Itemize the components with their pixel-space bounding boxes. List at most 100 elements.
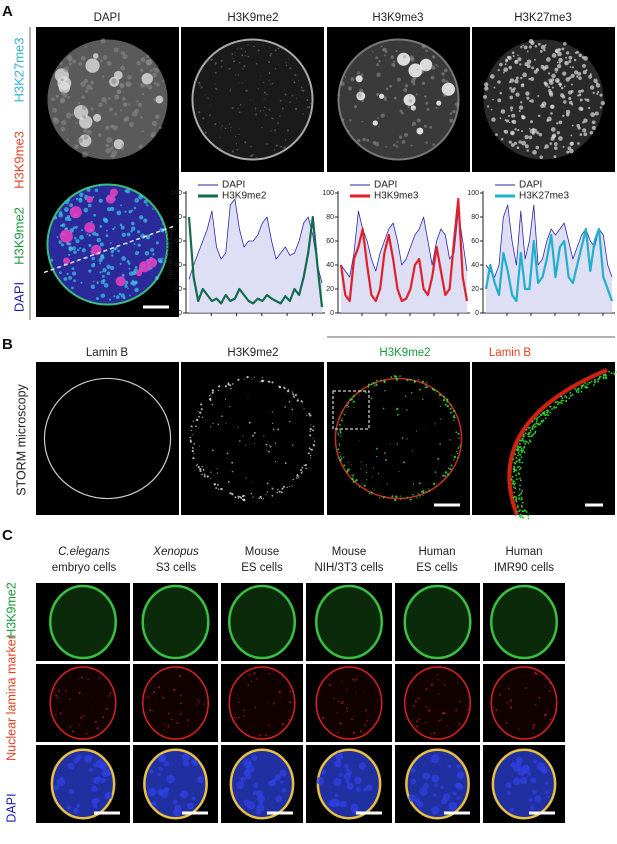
speckle xyxy=(209,114,211,117)
speckle xyxy=(61,119,67,126)
speckle xyxy=(277,122,279,124)
speckle xyxy=(360,461,362,463)
speckle xyxy=(433,482,436,486)
line xyxy=(339,197,469,303)
speckle xyxy=(274,774,281,781)
speckle xyxy=(425,688,428,691)
speckle xyxy=(242,68,244,70)
speckle xyxy=(292,393,295,396)
speckle xyxy=(510,106,514,110)
speckle xyxy=(280,780,284,784)
speckle xyxy=(414,700,417,703)
legend-label: DAPI xyxy=(222,180,245,191)
speckle xyxy=(518,461,521,463)
speckle xyxy=(449,411,452,414)
speckle xyxy=(238,47,239,49)
speckle xyxy=(274,442,277,444)
speckle xyxy=(535,422,538,424)
speckle xyxy=(265,93,267,95)
speckle xyxy=(516,478,518,481)
speckle xyxy=(594,111,599,116)
speckle xyxy=(521,516,524,518)
speckle xyxy=(253,45,255,48)
speckle xyxy=(82,714,85,717)
speckle xyxy=(532,732,534,735)
speckle xyxy=(212,422,214,425)
speckle xyxy=(579,98,583,102)
speckle xyxy=(425,386,428,389)
speckle xyxy=(73,279,76,282)
speckle xyxy=(510,807,514,812)
speckle xyxy=(88,269,92,273)
speckle xyxy=(84,45,87,49)
speckle xyxy=(333,777,342,786)
speckle xyxy=(553,155,557,159)
speckle xyxy=(442,474,445,477)
speckle xyxy=(520,46,523,49)
speckle xyxy=(340,702,343,705)
speckle xyxy=(555,406,558,409)
speckle xyxy=(78,61,83,66)
speckle xyxy=(152,67,156,71)
speckle xyxy=(100,59,103,63)
speckle xyxy=(568,55,573,60)
speckle xyxy=(382,407,385,410)
micrograph xyxy=(483,745,565,823)
speckle xyxy=(176,721,178,724)
speckle xyxy=(284,387,286,390)
speckle xyxy=(129,121,134,127)
speckle xyxy=(385,145,387,148)
speckle xyxy=(540,766,548,774)
speckle xyxy=(243,709,246,712)
nucleus xyxy=(48,584,118,660)
speckle xyxy=(410,144,413,147)
speckle xyxy=(509,95,514,100)
speckle xyxy=(126,260,130,263)
speckle xyxy=(423,495,425,497)
speckle xyxy=(402,461,405,464)
speckle xyxy=(561,397,564,399)
speckle xyxy=(85,732,88,735)
speckle xyxy=(431,806,440,815)
speckle xyxy=(538,133,543,137)
speckle xyxy=(584,98,587,101)
speckle xyxy=(65,227,68,230)
speckle xyxy=(98,198,103,203)
speckle xyxy=(525,766,529,771)
speckle xyxy=(82,105,87,110)
speckle xyxy=(341,411,343,414)
speckle xyxy=(354,776,362,784)
speckle xyxy=(340,457,343,460)
speckle xyxy=(582,121,585,124)
speckle xyxy=(529,429,532,432)
column-label: Mouse xyxy=(332,546,367,558)
speckle xyxy=(66,138,69,142)
speckle xyxy=(521,461,524,464)
micrograph xyxy=(36,583,130,661)
speckle xyxy=(392,143,396,147)
speckle xyxy=(397,77,401,82)
speckle xyxy=(530,41,535,45)
speckle xyxy=(136,100,139,103)
speckle xyxy=(558,120,563,125)
speckle xyxy=(351,477,354,480)
micrograph xyxy=(181,362,324,515)
speckle xyxy=(181,753,190,762)
speckle xyxy=(517,506,519,509)
speckle xyxy=(578,53,583,58)
micrograph xyxy=(306,745,392,823)
panel-letter: A xyxy=(2,3,13,20)
speckle xyxy=(129,294,131,297)
speckle xyxy=(78,723,80,725)
speckle xyxy=(568,59,572,63)
speckle xyxy=(94,188,99,193)
speckle xyxy=(539,49,543,53)
speckle xyxy=(594,380,596,383)
speckle xyxy=(515,496,518,499)
speckle xyxy=(449,468,452,471)
speckle xyxy=(101,75,105,78)
speckle xyxy=(518,473,521,476)
speckle xyxy=(390,376,393,378)
speckle xyxy=(105,125,110,131)
speckle xyxy=(366,479,368,481)
